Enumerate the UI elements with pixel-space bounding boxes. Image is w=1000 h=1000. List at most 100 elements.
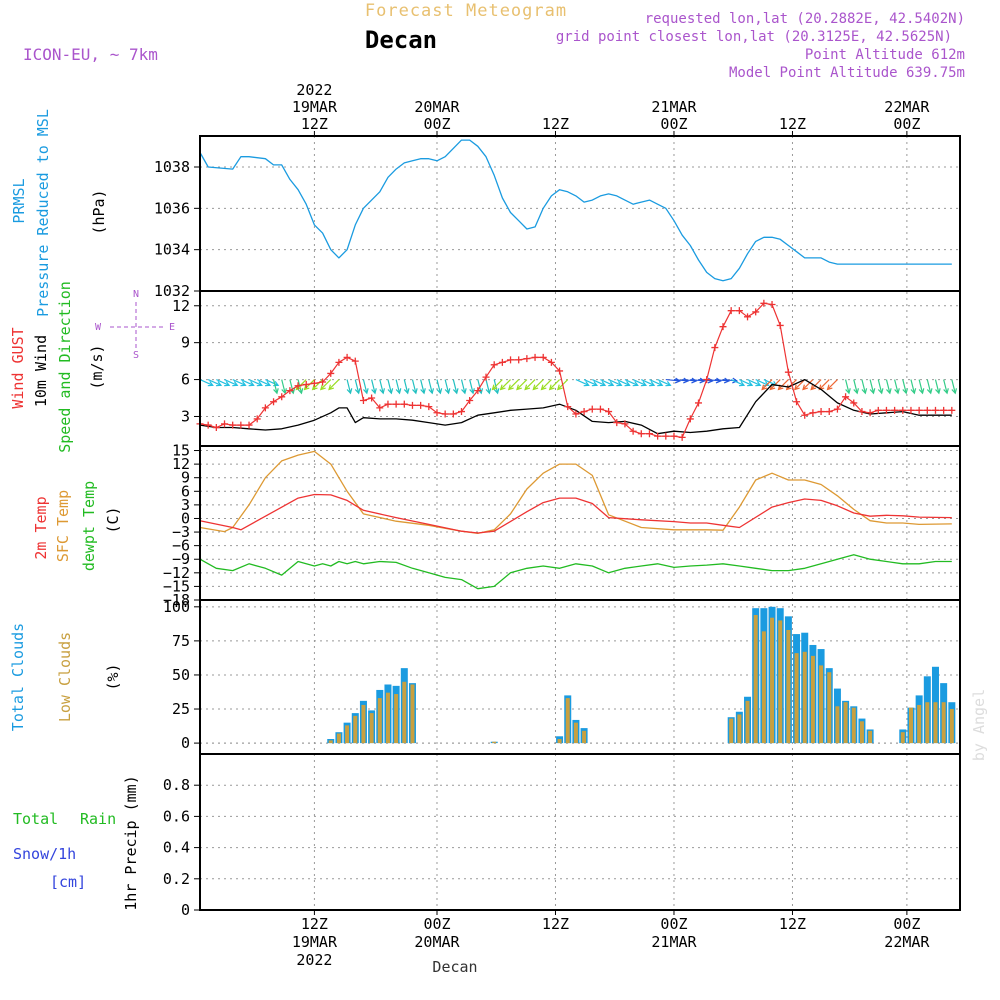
- gust-marker: [760, 299, 768, 307]
- gust-marker: [882, 406, 890, 414]
- low-cloud-bar: [835, 706, 840, 744]
- wind-arrow: [541, 379, 552, 390]
- gust-marker: [768, 301, 776, 309]
- wind-arrowhead: [902, 388, 909, 395]
- wind-arrow: [943, 379, 948, 394]
- gust-marker: [359, 396, 367, 404]
- wind-arrowhead: [802, 384, 808, 391]
- y-tick-label: −15: [163, 577, 190, 595]
- low-cloud-bar: [827, 672, 832, 744]
- gust-marker: [784, 368, 792, 376]
- y-tick-label: 50: [172, 666, 190, 684]
- wind-arrowhead: [910, 388, 917, 395]
- wind-arrow: [714, 378, 729, 382]
- gust-marker: [931, 406, 939, 414]
- wind-arrow: [592, 379, 606, 386]
- location-title: Decan: [365, 26, 437, 54]
- wind-arrow: [951, 379, 956, 394]
- wind-arrow: [420, 379, 425, 394]
- low-cloud-bar: [385, 692, 390, 744]
- gust-marker: [458, 408, 466, 416]
- gust-marker: [793, 398, 801, 406]
- wind-arrow: [436, 379, 441, 394]
- wind-arrowhead: [436, 388, 443, 395]
- wind-arrow: [673, 378, 688, 382]
- wind-arrowhead: [379, 388, 386, 395]
- wind-arrowhead: [461, 388, 467, 395]
- wind-arrowhead: [723, 377, 731, 384]
- wind-arrowhead: [583, 380, 590, 387]
- gust-marker: [858, 408, 866, 416]
- wind-arrow: [730, 379, 745, 386]
- low-cloud-bar: [377, 698, 382, 744]
- gust-marker: [891, 406, 899, 414]
- wind-arrowhead: [264, 380, 272, 387]
- y-tick-label: 6: [181, 371, 190, 389]
- bottom-time-label: 12Z: [542, 915, 569, 933]
- wind-arrowhead: [894, 388, 900, 395]
- y-tick-label: 25: [172, 700, 190, 718]
- wind-arrow: [698, 378, 713, 382]
- wind-arrow: [575, 379, 589, 386]
- wind-arrowhead: [657, 380, 664, 387]
- gust-marker: [449, 410, 457, 418]
- compass-e: E: [169, 322, 175, 333]
- low-cloud-bar: [737, 714, 742, 744]
- y-tick-label: −9: [172, 550, 190, 568]
- gust-marker: [482, 373, 490, 381]
- y-tick-label: 1034: [154, 241, 190, 259]
- wind-arrowhead: [452, 388, 459, 395]
- top-time-label: 00Z: [660, 115, 687, 133]
- gust-marker: [776, 321, 784, 329]
- wind-arrow: [583, 379, 598, 386]
- gust-marker: [564, 403, 572, 411]
- wind-arrow: [281, 379, 286, 394]
- gust-marker: [637, 430, 645, 438]
- y-tick-label: 6: [181, 482, 190, 500]
- wind-arrowhead: [224, 380, 231, 387]
- low-cloud-bar: [402, 681, 407, 744]
- wind-arrow: [910, 379, 915, 394]
- y-tick-label: 9: [181, 334, 190, 352]
- gust-marker: [605, 408, 613, 416]
- top-time-label: 21MAR: [651, 98, 697, 116]
- compass-n: N: [133, 289, 139, 300]
- gust-marker: [327, 369, 335, 377]
- wind-arrowhead: [469, 388, 475, 395]
- wind-arrowhead: [845, 388, 851, 395]
- wind-arrow: [739, 379, 753, 386]
- wind-arrow: [747, 379, 761, 386]
- y-tick-label: 1036: [154, 199, 190, 217]
- frame-layer: [199, 135, 961, 911]
- wind-arrow: [845, 379, 850, 394]
- wind-arrow: [320, 379, 332, 390]
- wind-arrow: [224, 379, 238, 386]
- sfc-temp-line: [199, 450, 952, 535]
- gust-marker: [719, 323, 727, 331]
- gust-marker: [899, 406, 907, 414]
- wind-arrowhead: [256, 380, 263, 387]
- compass-w: W: [95, 322, 102, 333]
- t2m-label: 2m Temp: [32, 496, 50, 559]
- prmsl-label: PRMSL: [10, 178, 28, 223]
- sfc-temp-label: SFC Temp: [54, 490, 72, 562]
- wind-arrowhead: [793, 384, 800, 391]
- gust-marker: [539, 353, 547, 361]
- gust-marker: [490, 361, 498, 369]
- gust-marker: [335, 358, 343, 366]
- gust-marker: [466, 396, 474, 404]
- y-tick-label: 0: [181, 509, 190, 527]
- wind-arrowhead: [640, 380, 648, 387]
- wind-arrow: [902, 379, 907, 394]
- wind-arrow: [240, 379, 254, 386]
- wind-arrowhead: [877, 388, 884, 395]
- low-cloud-bar: [753, 614, 758, 744]
- gust-marker: [613, 419, 621, 427]
- wind-arrowhead: [371, 388, 377, 395]
- wind-arrowhead: [499, 384, 506, 391]
- wind-arrowhead: [853, 388, 860, 395]
- wind-unit-label: (m/s): [88, 344, 106, 389]
- wind-arrowhead: [810, 384, 817, 391]
- wind-arrow: [682, 378, 697, 382]
